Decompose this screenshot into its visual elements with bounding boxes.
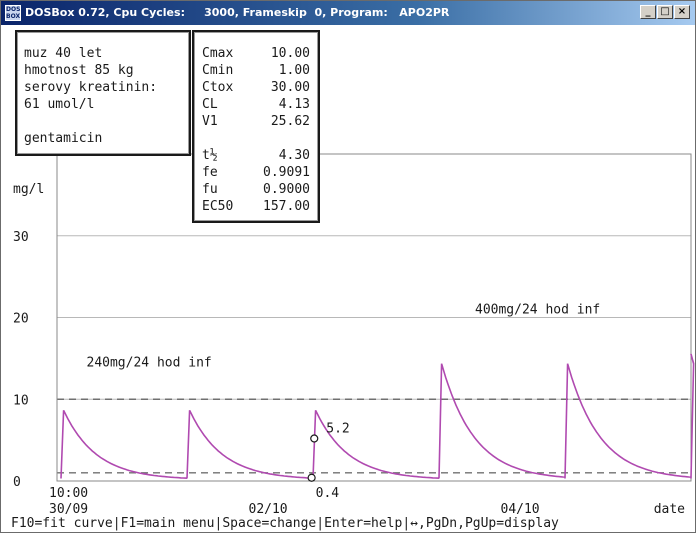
y-tick-label: 20 bbox=[13, 312, 29, 327]
patient-line: muz 40 let bbox=[24, 46, 103, 61]
patient-line: hmotnost 85 kg bbox=[24, 63, 134, 78]
dose-annotation: 400mg/24 hod inf bbox=[475, 302, 600, 317]
param-label-v1: V1 bbox=[202, 114, 218, 129]
sample-label: 5.2 bbox=[326, 421, 349, 436]
param-value-cl: 4.13 bbox=[278, 97, 310, 112]
x-tick-date: 02/10 bbox=[249, 502, 288, 517]
patient-info-panel: muz 40 let hmotnost 85 kg serovy kreatin… bbox=[15, 30, 191, 156]
param-label-fe: fe bbox=[202, 165, 218, 180]
patient-line: serovy kreatinin: bbox=[24, 80, 158, 95]
y-tick-label: 10 bbox=[13, 393, 29, 408]
param-value-v1: 25.62 bbox=[270, 114, 310, 129]
patient-line: 61 umol/l bbox=[24, 97, 95, 112]
dos-screen: 0 10 20 30 mg/l date 10:00 30/09 02/10 04/10 0.4 5.… bbox=[3, 26, 695, 532]
plot-frame bbox=[56, 153, 692, 482]
param-label-ctox: Ctox bbox=[202, 80, 234, 95]
param-label-cmin: Cmin bbox=[202, 63, 234, 78]
sample-point bbox=[310, 434, 319, 443]
param-value-ec50: 157.00 bbox=[263, 199, 310, 214]
param-value-cmin: 1.00 bbox=[278, 63, 310, 78]
param-value-ctox: 30.00 bbox=[270, 80, 310, 95]
param-label-ec50: EC50 bbox=[202, 199, 234, 214]
dose-annotation: 240mg/24 hod inf bbox=[87, 355, 212, 370]
param-label-half-life: t½ bbox=[202, 148, 218, 163]
maximize-button[interactable]: □ bbox=[657, 5, 673, 19]
param-label-fu: fu bbox=[202, 182, 218, 197]
dosbox-app-icon[interactable]: DOS BOX bbox=[5, 5, 21, 21]
sample-label: 0.4 bbox=[316, 486, 340, 501]
status-bar: F10=fit curve|F1=main menu|Space=change|… bbox=[11, 516, 559, 531]
concentration-curve bbox=[60, 353, 695, 479]
param-value-fu: 0.9000 bbox=[263, 182, 310, 197]
y-tick-label: 30 bbox=[13, 230, 29, 245]
param-label-cmax: Cmax bbox=[202, 46, 234, 61]
param-value-cmax: 10.00 bbox=[270, 46, 310, 61]
x-tick-date: 04/10 bbox=[501, 502, 540, 517]
param-value-fe: 0.9091 bbox=[263, 165, 310, 180]
minimize-button[interactable]: _ bbox=[640, 5, 656, 19]
x-axis-label: date bbox=[654, 502, 685, 517]
x-tick-label: 10:00 bbox=[49, 486, 88, 501]
window-title: DOSBox 0.72, Cpu Cycles: 3000, Frameskip… bbox=[25, 6, 450, 19]
parameters-panel: Cmax 10.00 Cmin 1.00 Ctox 30.00 CL 4.13 … bbox=[192, 30, 320, 223]
param-label-cl: CL bbox=[202, 97, 218, 112]
sample-point bbox=[307, 473, 316, 482]
y-axis-label: mg/l bbox=[13, 182, 44, 197]
param-value-half-life: 4.30 bbox=[278, 148, 310, 163]
close-button[interactable]: × bbox=[674, 5, 690, 19]
title-bar[interactable]: DOS BOX DOSBox 0.72, Cpu Cycles: 3000, F… bbox=[1, 1, 695, 25]
y-tick-label: 0 bbox=[13, 475, 21, 490]
x-tick-date: 30/09 bbox=[49, 502, 88, 517]
drug-name: gentamicin bbox=[24, 131, 103, 146]
